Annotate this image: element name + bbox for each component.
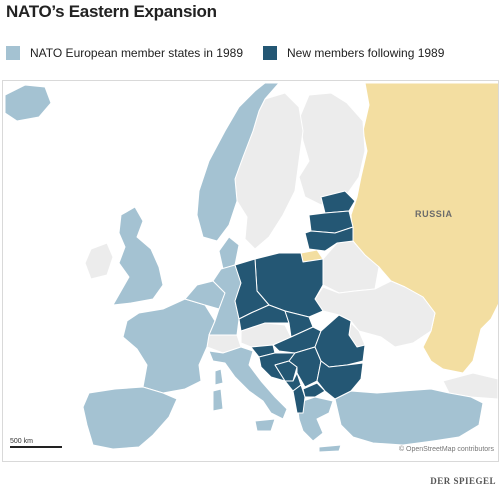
legend: NATO European member states in 1989 New … (6, 46, 464, 60)
turkey-region (334, 388, 484, 446)
ukraine-region (314, 280, 436, 348)
iberia-region (82, 386, 178, 450)
france-region (122, 298, 216, 394)
scale-label: 500 km (10, 438, 33, 445)
west-germany-region (208, 264, 242, 336)
legend-label-nato-1989: NATO European member states in 1989 (30, 46, 243, 60)
sicily-region (254, 418, 276, 432)
iceland-region (4, 84, 52, 122)
legend-item-new-members: New members following 1989 (263, 46, 444, 60)
map-attribution: © OpenStreetMap contributors (398, 446, 494, 453)
russia-label: RUSSIA (415, 209, 453, 219)
albania-region (292, 384, 306, 414)
ireland-region (84, 242, 114, 280)
corsica-region (214, 368, 224, 386)
bosnia-region (274, 360, 298, 382)
finland-region (298, 92, 366, 206)
map-canvas: RUSSIA (2, 80, 499, 462)
legend-swatch-nato-1989 (6, 46, 20, 60)
publisher-logo: DER SPIEGEL (430, 476, 496, 486)
legend-swatch-new-members (263, 46, 277, 60)
estonia-region (320, 190, 356, 214)
europe-map: RUSSIA (4, 82, 498, 453)
scale-bar: 500 km (10, 438, 62, 448)
uk-region (112, 206, 164, 306)
lithuania-region (304, 226, 354, 252)
north-macedonia-region (302, 382, 326, 398)
crete-region (318, 444, 342, 453)
map-title: NATO’s Eastern Expansion (6, 2, 217, 21)
italy-region (208, 346, 288, 420)
scale-line (10, 446, 62, 448)
sardinia-region (212, 388, 224, 412)
denmark-region (218, 236, 240, 270)
norway-region (196, 82, 280, 242)
legend-item-nato-1989: NATO European member states in 1989 (6, 46, 243, 60)
bulgaria-region (316, 360, 364, 400)
montenegro-region (284, 372, 302, 392)
legend-label-new-members: New members following 1989 (287, 46, 445, 60)
greece-region (296, 396, 334, 442)
